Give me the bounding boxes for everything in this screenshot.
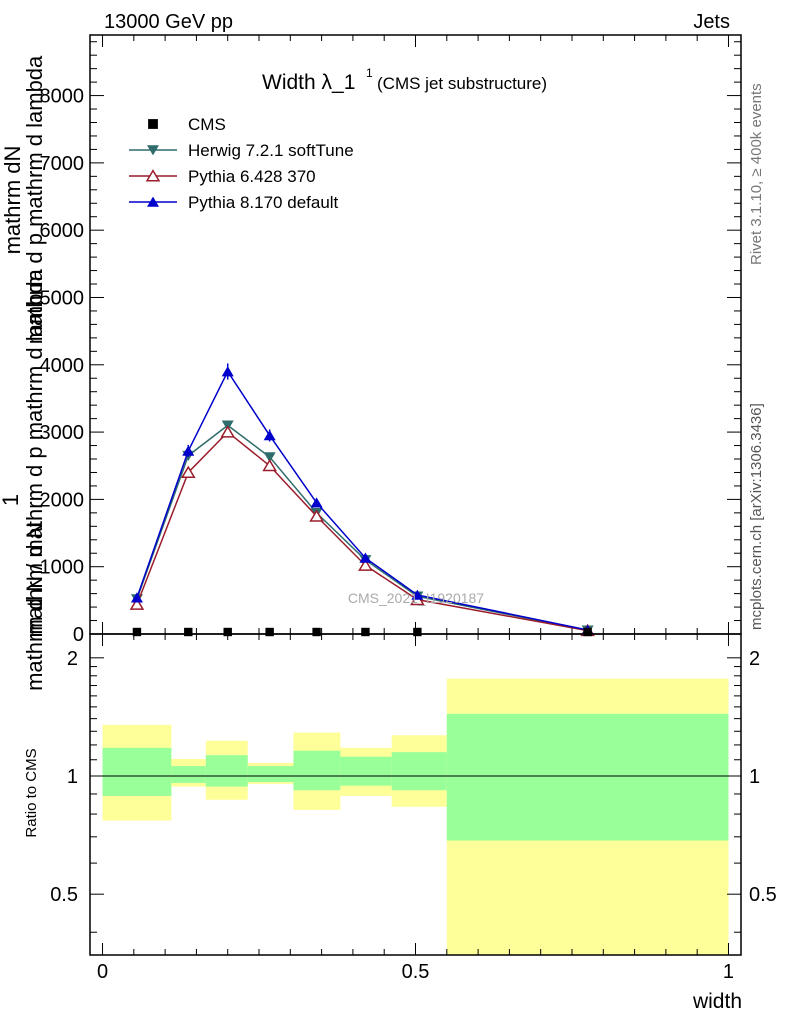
y-tick-label: 7000	[40, 153, 85, 175]
ylabel-denominator-top: mathrm dN	[0, 146, 25, 255]
point-pythia-8-170-default	[221, 366, 234, 377]
ratio-band-green-6	[391, 752, 447, 791]
ratio-band-green-0	[102, 747, 172, 796]
ratio-y-tick-label-right: 0.5	[749, 884, 777, 906]
series-line-herwig-7-2-1-softtune	[136, 424, 588, 632]
x-tick-label: 0.5	[402, 961, 430, 983]
legend-marker-cms	[148, 119, 158, 129]
ylabel-extra: mathrm d p mathrm d lambda	[22, 55, 47, 344]
point-pythia-6-428-370	[180, 465, 196, 479]
ylabel-bottom: mathrm d N	[22, 523, 47, 638]
point-pythia-8-170-default	[263, 430, 276, 441]
y-tick-label: 8000	[40, 86, 85, 108]
point-pythia-6-428-370	[358, 558, 373, 571]
ratio-y-tick-label: 2	[67, 648, 78, 670]
point-pythia-8-170-default	[411, 589, 424, 600]
chart-title: Width λ_1	[262, 71, 355, 94]
chart-title-sup: 1	[366, 66, 373, 80]
y-tick-label: 4000	[40, 355, 85, 377]
ratio-y-tick-label-right: 2	[749, 648, 760, 670]
point-pythia-6-428-370	[262, 458, 277, 472]
ylabel-numerator: 1	[0, 494, 23, 506]
x-tick-label: 0	[97, 961, 108, 983]
analysis-watermark: CMS_2021_I1920187	[348, 590, 484, 606]
series-line-pythia-8-170-default	[136, 370, 588, 631]
point-herwig-7-2-1-softtune	[263, 452, 276, 463]
ratio-ylabel: Ratio to CMS	[23, 748, 40, 837]
series-line-pythia-6-428-370	[136, 431, 588, 632]
legend: CMS Herwig 7.2.1 softTune Pythia 6.428 370…	[129, 115, 354, 212]
legend-marker-pythia-8-170-default	[147, 196, 159, 207]
point-cms	[312, 627, 321, 637]
point-pythia-8-170-default	[130, 592, 143, 603]
ratio-band-green-7	[446, 713, 729, 841]
point-cms	[184, 627, 193, 637]
legend-label-pythia-8-170-default: Pythia 8.170 default	[188, 193, 339, 212]
legend-label-herwig-7-2-1-softtune: Herwig 7.2.1 softTune	[188, 141, 354, 160]
energy-label: 13000 GeV pp	[104, 11, 233, 33]
rivet-label: Rivet 3.1.10, ≥ 400k events	[748, 83, 765, 265]
point-cms	[265, 627, 274, 637]
point-pythia-6-428-370	[220, 425, 236, 438]
x-tick-label: 1	[723, 961, 734, 983]
ratio-plot: 0 0.5 1 0.5 0.5 1 1 2 2	[50, 633, 777, 983]
y-tick-label: 5000	[40, 287, 85, 309]
point-pythia-8-170-default	[310, 497, 323, 508]
ratio-band-green-4	[293, 750, 341, 791]
ratio-band-green-1	[171, 766, 206, 783]
ratio-y-tick-label: 1	[67, 766, 78, 788]
ratio-y-tick-label: 0.5	[50, 884, 78, 906]
legend-label-pythia-6-428-370: Pythia 6.428 370	[188, 167, 316, 186]
ratio-y-tick-label-right: 1	[749, 766, 760, 788]
point-cms	[583, 627, 592, 637]
legend-label-cms: CMS	[188, 115, 226, 134]
ratio-band-green-2	[205, 755, 248, 787]
ylabel-lower: mathrm d N / mathrm d p mathrm d lambda	[22, 268, 47, 691]
xlabel: width	[692, 990, 742, 1013]
point-cms	[132, 627, 142, 637]
point-pythia-8-170-default	[182, 445, 195, 456]
point-pythia-6-428-370	[129, 597, 145, 610]
legend-marker-pythia-6-428-370	[145, 169, 161, 182]
process-label: Jets	[693, 11, 730, 33]
point-pythia-8-170-default	[359, 552, 372, 563]
y-tick-label: 3000	[40, 422, 85, 444]
y-tick-label: 0	[73, 624, 84, 646]
ratio-band-green-5	[340, 756, 392, 786]
point-cms	[361, 627, 370, 637]
y-tick-label: 2000	[40, 489, 85, 511]
main-plot: 0 1000 2000 3000 4000 5000 6000 7000 8000 CMS Herw…	[40, 34, 742, 646]
mcplots-label: mcplots.cern.ch [arXiv:1306.3436]	[748, 403, 765, 630]
legend-marker-herwig-7-2-1-softtune	[147, 145, 159, 156]
y-tick-label: 6000	[40, 220, 85, 242]
point-cms	[223, 627, 232, 637]
y-tick-label: 1000	[40, 557, 85, 579]
point-cms	[413, 627, 422, 637]
ratio-band-green-3	[247, 766, 294, 783]
chart-subtitle: (CMS jet substructure)	[377, 74, 547, 93]
point-pythia-6-428-370	[309, 509, 324, 522]
